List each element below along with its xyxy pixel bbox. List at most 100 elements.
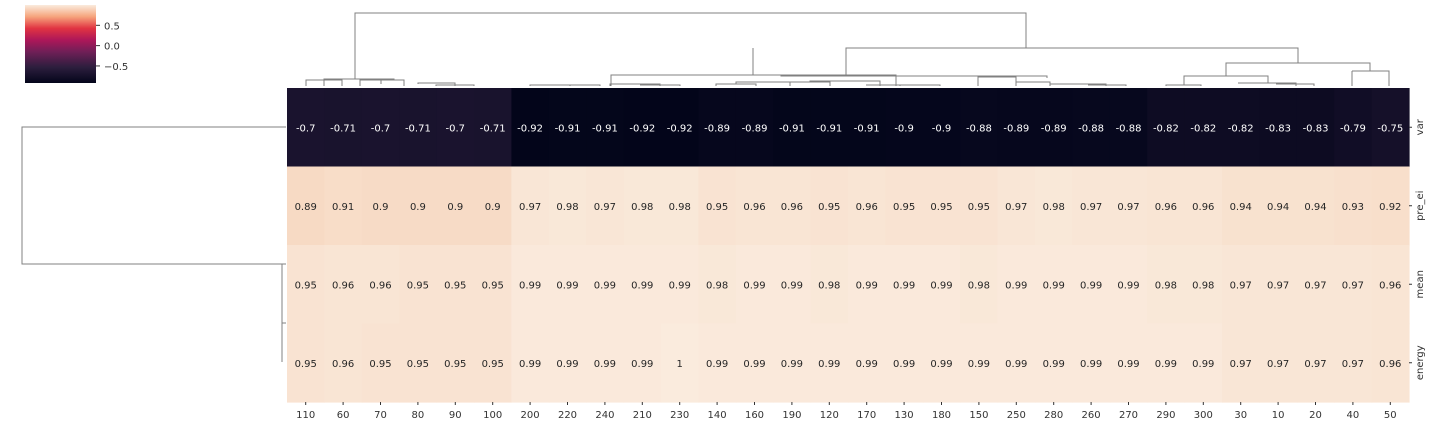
cell-value-label: 0.9: [373, 202, 389, 213]
heatmap-cell: [1072, 166, 1111, 246]
cell-value-label: 0.96: [1379, 359, 1401, 370]
cell-value-label: 0.99: [856, 280, 878, 291]
heatmap-cell: [1072, 88, 1111, 168]
cell-value-label: 0.99: [893, 280, 915, 291]
column-label: 200: [521, 410, 540, 421]
cell-value-label: 0.96: [1379, 280, 1401, 291]
heatmap-cell: [1222, 323, 1260, 403]
cell-value-label: -0.89: [742, 123, 768, 134]
cell-value-label: -0.83: [1303, 123, 1329, 134]
heatmap-cell: [511, 166, 550, 246]
column-label: 240: [595, 410, 614, 421]
heatmap-cell: [511, 245, 550, 325]
cell-value-label: -0.91: [854, 123, 880, 134]
column-label: 280: [1044, 410, 1063, 421]
heatmap-cell: [848, 166, 886, 246]
cell-value-label: 0.99: [781, 280, 803, 291]
cell-value-label: 0.99: [556, 280, 578, 291]
cell-value-label: 0.95: [407, 359, 429, 370]
heatmap-cell: [586, 166, 625, 246]
heatmap-cell: [698, 88, 737, 168]
heatmap-cell: [511, 323, 550, 403]
heatmap-cell: [773, 323, 812, 403]
heatmap-cell: [698, 323, 737, 403]
cell-value-label: 0.95: [706, 202, 728, 213]
column-label: 160: [745, 410, 764, 421]
cell-value-label: 0.95: [444, 280, 466, 291]
heatmap-cell: [1296, 323, 1335, 403]
heatmap-cell: [1259, 166, 1298, 246]
cell-value-label: 0.99: [1005, 359, 1027, 370]
heatmap-cell: [474, 245, 512, 325]
cell-value-label: -0.7: [371, 123, 391, 134]
cell-value-label: 0.93: [1342, 202, 1364, 213]
cell-value-label: 0.99: [669, 280, 691, 291]
cell-value-label: 0.9: [485, 202, 501, 213]
cell-value-label: 0.97: [1005, 202, 1027, 213]
heatmap-cell: [960, 323, 999, 403]
cell-value-label: 0.99: [1117, 359, 1139, 370]
cell-value-label: 0.97: [1230, 359, 1252, 370]
column-label: 190: [782, 410, 801, 421]
heatmap-cell: [997, 88, 1036, 168]
heatmap-cell: [287, 323, 325, 403]
cell-value-label: 0.97: [1304, 359, 1326, 370]
cell-value-label: 0.99: [1043, 359, 1065, 370]
cell-value-label: -0.91: [592, 123, 618, 134]
heatmap-cell: [698, 245, 737, 325]
cell-value-label: -0.83: [1265, 123, 1291, 134]
row-label: var: [1415, 118, 1426, 135]
heatmap-cell: [1109, 166, 1148, 246]
cell-value-label: 0.97: [1342, 359, 1364, 370]
column-label: 300: [1194, 410, 1213, 421]
heatmap-cell: [324, 323, 363, 403]
heatmap-cell: [1147, 245, 1186, 325]
heatmap-cell: [586, 245, 625, 325]
cell-value-label: 0.95: [968, 202, 990, 213]
cell-value-label: 0.94: [1304, 202, 1326, 213]
heatmap-cell: [399, 245, 438, 325]
heatmap-cell: [1147, 166, 1186, 246]
colorbar: 0.5 0.0 −0.5: [25, 5, 128, 83]
heatmap-cell: [474, 166, 512, 246]
cell-value-label: 0.99: [594, 359, 616, 370]
heatmap-cell: [1296, 245, 1335, 325]
cell-value-label: 0.96: [332, 280, 354, 291]
cell-value-label: 0.97: [1080, 202, 1102, 213]
cell-value-label: 0.95: [893, 202, 915, 213]
heatmap-cell: [548, 166, 587, 246]
cell-value-label: 0.97: [1342, 280, 1364, 291]
heatmap-cell: [810, 323, 849, 403]
heatmap-cell: [511, 88, 550, 168]
heatmap-cell: [1072, 245, 1111, 325]
cell-value-label: 0.99: [1080, 359, 1102, 370]
heatmap-cell: [810, 166, 849, 246]
column-label: 10: [1272, 410, 1285, 421]
heatmap-cell: [1371, 88, 1410, 168]
heatmap-cell: [735, 166, 774, 246]
cell-value-label: 0.98: [556, 202, 578, 213]
heatmap-cell: [1296, 166, 1335, 246]
heatmap-cell: [1334, 88, 1373, 168]
heatmap-cell: [324, 166, 363, 246]
heatmap-cell: [623, 88, 662, 168]
heatmap-cell: [1109, 88, 1148, 168]
heatmap-cell: [586, 88, 625, 168]
column-label: 260: [1082, 410, 1101, 421]
heatmap-cell: [436, 88, 475, 168]
cell-value-label: 0.94: [1230, 202, 1252, 213]
cell-value-label: -0.9: [932, 123, 952, 134]
heatmap-cell: [474, 323, 512, 403]
heatmap-cell: [1109, 323, 1148, 403]
heatmap-cell: [1072, 323, 1111, 403]
cell-value-label: 0.99: [743, 359, 765, 370]
cell-value-label: -0.89: [1041, 123, 1067, 134]
colorbar-tick-label: 0.5: [104, 21, 120, 32]
heatmap-cell: [361, 245, 400, 325]
heatmap-cell: [1371, 245, 1410, 325]
cell-value-label: 0.99: [743, 280, 765, 291]
heatmap-cell: [1035, 88, 1073, 168]
cell-value-label: -0.82: [1153, 123, 1179, 134]
column-label: 140: [708, 410, 727, 421]
